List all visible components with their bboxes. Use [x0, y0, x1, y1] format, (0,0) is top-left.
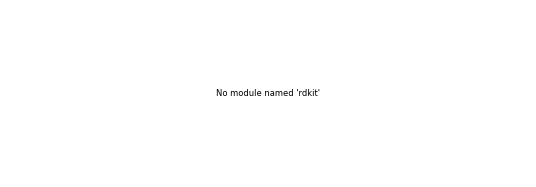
Text: No module named 'rdkit': No module named 'rdkit'	[216, 89, 320, 98]
